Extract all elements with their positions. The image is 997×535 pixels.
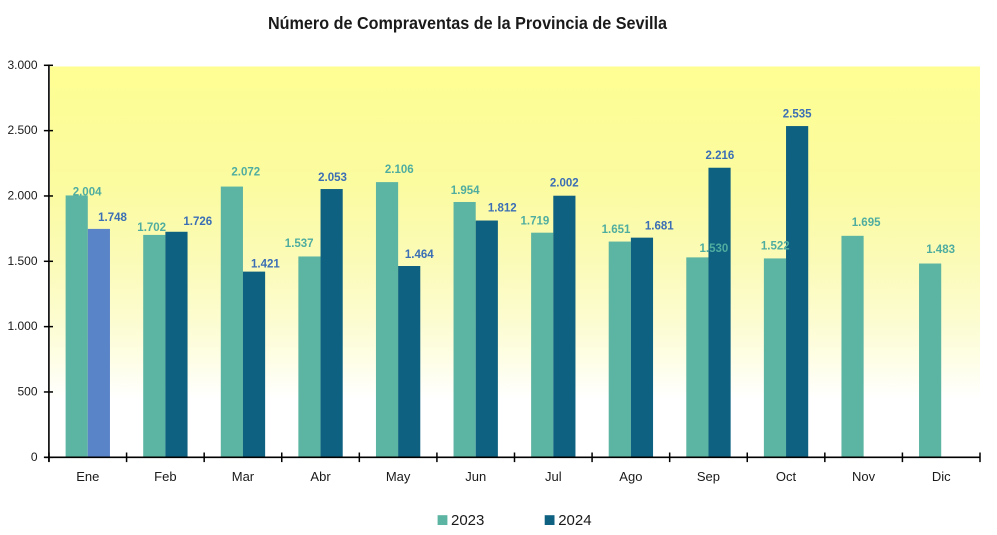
svg-text:3.000: 3.000	[7, 58, 37, 72]
svg-text:Ene: Ene	[76, 469, 99, 484]
svg-text:2.216: 2.216	[706, 150, 735, 162]
svg-text:2.004: 2.004	[73, 187, 102, 199]
svg-text:500: 500	[17, 385, 37, 399]
svg-text:2.106: 2.106	[385, 164, 414, 176]
svg-text:1.500: 1.500	[7, 254, 37, 268]
svg-text:1.748: 1.748	[98, 212, 127, 224]
svg-text:Dic: Dic	[932, 469, 951, 484]
svg-text:Número de Compraventas de la P: Número de Compraventas de la Provincia d…	[268, 13, 667, 33]
svg-text:Jun: Jun	[465, 469, 486, 484]
svg-text:1.695: 1.695	[852, 217, 881, 229]
svg-text:1.812: 1.812	[488, 203, 517, 215]
svg-text:1.530: 1.530	[700, 243, 729, 255]
svg-text:1.464: 1.464	[405, 249, 434, 261]
svg-text:2024: 2024	[558, 512, 591, 529]
svg-text:1.421: 1.421	[251, 259, 280, 271]
svg-text:2.053: 2.053	[318, 172, 347, 184]
svg-text:1.702: 1.702	[137, 222, 166, 234]
svg-text:2.000: 2.000	[7, 189, 37, 203]
svg-text:2023: 2023	[451, 512, 484, 529]
svg-text:1.651: 1.651	[602, 224, 631, 236]
svg-text:1.537: 1.537	[285, 238, 314, 250]
svg-text:1.726: 1.726	[183, 216, 212, 228]
svg-text:Sep: Sep	[697, 469, 720, 484]
svg-text:2.500: 2.500	[7, 123, 37, 137]
svg-text:1.681: 1.681	[645, 220, 674, 232]
svg-text:Mar: Mar	[232, 469, 255, 484]
svg-text:May: May	[386, 469, 411, 484]
svg-text:Ago: Ago	[619, 469, 642, 484]
svg-text:Jul: Jul	[545, 469, 562, 484]
svg-text:0: 0	[31, 450, 38, 464]
svg-text:1.522: 1.522	[761, 241, 790, 253]
svg-text:2.072: 2.072	[231, 167, 260, 179]
svg-text:2.002: 2.002	[550, 178, 579, 190]
svg-text:1.954: 1.954	[451, 185, 480, 197]
svg-text:Feb: Feb	[154, 469, 176, 484]
svg-text:1.719: 1.719	[521, 216, 550, 228]
svg-text:1.000: 1.000	[7, 319, 37, 333]
svg-text:Abr: Abr	[310, 469, 331, 484]
svg-text:2.535: 2.535	[783, 108, 812, 120]
svg-text:Nov: Nov	[852, 469, 876, 484]
svg-text:Oct: Oct	[776, 469, 797, 484]
svg-text:1.483: 1.483	[926, 244, 955, 256]
